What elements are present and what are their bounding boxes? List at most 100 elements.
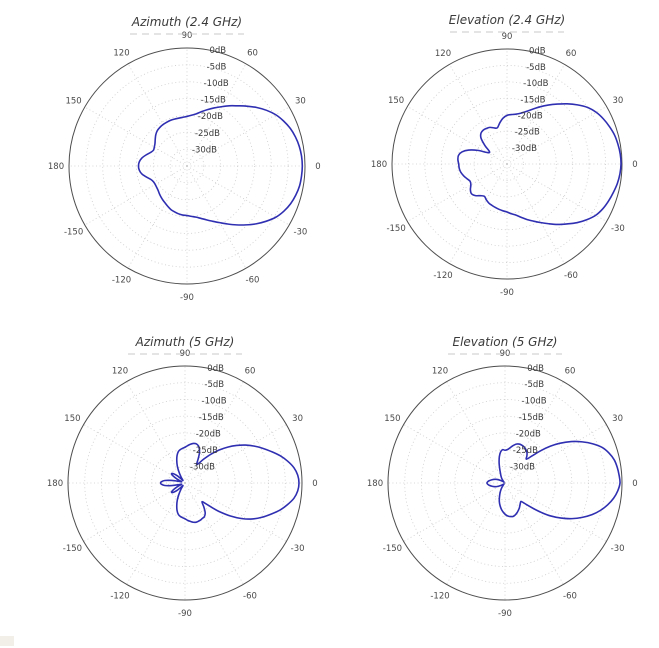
angle-tick-label: 30 (295, 97, 306, 107)
polar-grid-ring (134, 432, 236, 534)
radial-tick-label: 0dB (527, 364, 544, 374)
radial-tick-label: -15dB (201, 96, 226, 106)
polar-grid-ring (102, 81, 272, 251)
radial-tick-label: -25dB (193, 446, 218, 456)
radial-tick-label: -30dB (192, 145, 217, 155)
angle-tick-label: 0 (632, 479, 637, 489)
polar-grid-spoke (184, 482, 287, 542)
angle-tick-label: -90 (178, 609, 192, 619)
polar-grid-ring (408, 65, 606, 263)
polar-grid-ring (152, 131, 222, 201)
polar-grid-spoke (506, 163, 565, 264)
radial-tick-label: -30dB (190, 463, 215, 473)
angle-tick-label: -30 (291, 544, 305, 554)
angle-tick-label: -60 (246, 275, 260, 285)
polar-grid-spoke (407, 163, 508, 222)
angle-tick-label: -60 (564, 271, 578, 281)
polar-grid-ring (424, 81, 590, 247)
polar-grid-spoke (449, 64, 508, 165)
radial-tick-label: -25dB (195, 129, 220, 139)
angle-tick-label: -150 (383, 544, 402, 554)
radial-tick-label: -20dB (198, 112, 223, 122)
radial-tick-label: -5dB (526, 63, 546, 73)
polar-chart-azimuth-2-4ghz: 0 30 60 90 120 150 180 -150 -120 -90 -60 -30 0dB -5dB… (48, 15, 321, 303)
angle-tick-label: -150 (64, 228, 83, 238)
angle-tick-label: 150 (64, 414, 80, 424)
radial-tick-label: 0dB (210, 46, 227, 56)
polar-grid-ring (421, 399, 589, 567)
polar-grid-spoke (446, 381, 506, 484)
polar-grid-spoke (83, 424, 186, 484)
chart-title-azimuth-5ghz: Azimuth (5 GHz) (135, 335, 235, 349)
angle-tick-label: 180 (48, 162, 64, 172)
angle-tick-label: -30 (611, 224, 625, 234)
chart-title-elevation-5ghz: Elevation (5 GHz) (453, 335, 558, 349)
polar-grid-ring (117, 415, 253, 551)
polar-grid-ring (457, 114, 557, 214)
polar-grid-spoke (504, 482, 607, 542)
angle-tick-label: -150 (386, 224, 405, 234)
chart-title-azimuth-2-4ghz: Azimuth (2.4 GHz) (131, 15, 242, 29)
angle-tick-label: 30 (612, 96, 623, 106)
radial-tick-label: -25dB (513, 446, 538, 456)
polar-grid-spoke (504, 482, 564, 585)
polar-grid-ring (440, 97, 574, 231)
polar-grid-spoke (84, 165, 188, 226)
angle-tick-label: -120 (110, 592, 129, 602)
angle-tick-label: 120 (432, 366, 448, 376)
polar-grid-ring (167, 465, 203, 501)
radial-tick-label: -15dB (520, 95, 545, 105)
polar-chart-azimuth-5ghz: 0 30 60 90 120 150 180 -150 -120 -90 -60 -30 0dB -5dB… (47, 335, 318, 619)
polar-outer-circle (67, 365, 303, 601)
polar-grid-ring (487, 465, 523, 501)
angle-tick-label: 180 (367, 479, 383, 489)
polar-grid-ring (404, 382, 606, 584)
angle-tick-label: 150 (65, 97, 81, 107)
angle-tick-label: -30 (293, 228, 307, 238)
angle-tick-label: 150 (388, 96, 404, 106)
angle-tick-label: 90 (182, 31, 193, 41)
angle-tick-label: -90 (498, 609, 512, 619)
polar-plot-area: 0 30 60 90 120 150 180 -150 -120 -90 -60 -30 0dB -5dB… (371, 31, 638, 298)
angle-tick-label: 90 (500, 349, 511, 359)
polar-grid-spoke (446, 482, 506, 585)
radial-tick-label: -10dB (522, 397, 547, 407)
radial-tick-label: -5dB (204, 380, 224, 390)
polar-grid-spoke (126, 381, 186, 484)
angle-tick-label: 0 (632, 160, 637, 170)
polar-grid-spoke (504, 381, 564, 484)
polar-grid-ring (151, 449, 219, 517)
angle-tick-label: 120 (113, 49, 129, 59)
radial-tick-label: -20dB (518, 112, 543, 122)
polar-grid-ring (454, 432, 556, 534)
polar-grid-spoke (407, 106, 508, 165)
polar-plot-area: 0 30 60 90 120 150 180 -150 -120 -90 -60 -30 0dB -5dB… (47, 349, 318, 619)
polar-grid-spoke (449, 163, 508, 264)
angle-tick-label: 180 (371, 160, 387, 170)
angle-tick-label: -120 (430, 592, 449, 602)
polar-grid-ring (85, 64, 289, 268)
radiation-pattern-curve (457, 102, 622, 226)
radial-tick-label: -15dB (199, 413, 224, 423)
polar-grid-spoke (126, 482, 186, 585)
polar-grid-ring (471, 449, 539, 517)
angle-tick-label: -120 (112, 275, 131, 285)
angle-tick-label: -90 (180, 293, 194, 303)
angle-tick-label: 90 (502, 32, 513, 42)
angle-tick-label: -60 (243, 592, 257, 602)
angle-tick-label: -60 (563, 592, 577, 602)
polar-grid-spoke (403, 424, 506, 484)
angle-tick-label: 60 (565, 366, 576, 376)
polar-outer-circle (391, 48, 623, 280)
polar-plot-area: 0 30 60 90 120 150 180 -150 -120 -90 -60 -30 0dB -5dB… (367, 349, 638, 619)
angle-tick-label: 90 (180, 349, 191, 359)
angle-tick-label: 60 (566, 49, 577, 59)
polar-grid-spoke (127, 63, 188, 167)
angle-tick-label: 120 (112, 366, 128, 376)
radial-tick-label: -30dB (512, 144, 537, 154)
polar-grid-ring (169, 148, 205, 184)
angle-tick-label: -120 (433, 271, 452, 281)
radial-tick-label: -20dB (516, 430, 541, 440)
radial-tick-label: -10dB (523, 79, 548, 89)
